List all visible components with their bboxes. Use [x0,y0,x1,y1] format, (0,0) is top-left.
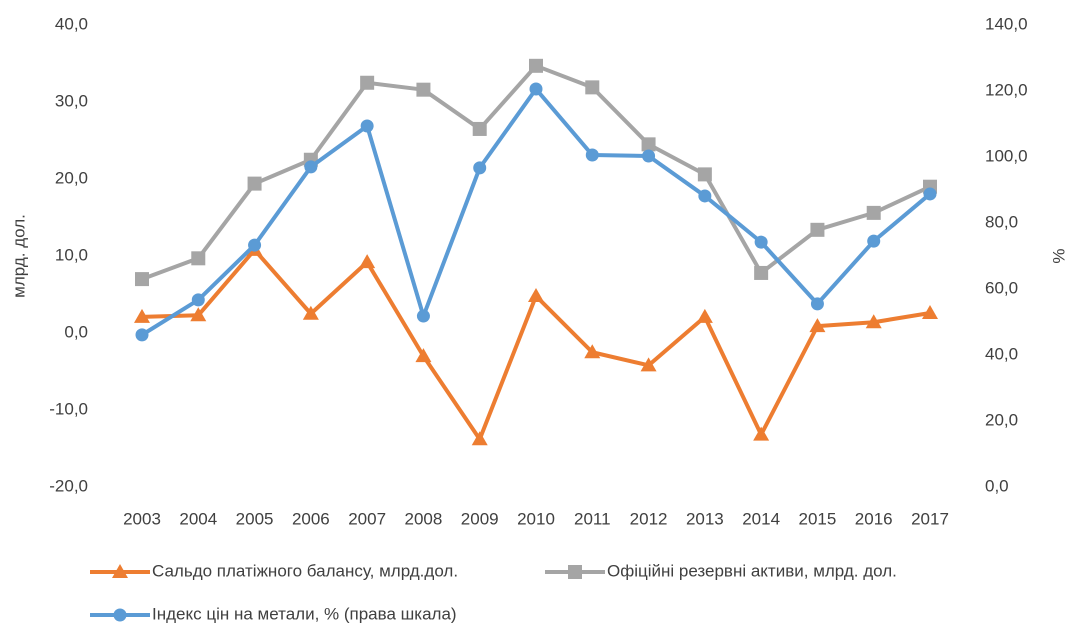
x-tick-label: 2017 [911,509,949,528]
y-tick-label: -20,0 [49,476,88,495]
marker [190,307,207,322]
marker [248,238,262,252]
y-tick-label: 30,0 [55,91,88,110]
marker [191,251,206,266]
x-tick-label: 2009 [461,509,499,528]
y-tick-label: 0,0 [64,322,88,341]
marker [810,297,824,311]
marker [191,293,205,307]
marker [640,357,657,372]
x-tick-label: 2005 [236,509,274,528]
marker [698,189,712,203]
marker [471,431,488,446]
marker [696,308,713,323]
x-tick-label: 2007 [348,509,386,528]
marker [810,222,825,237]
marker [866,205,881,220]
y2-tick-label: 80,0 [985,212,1018,231]
y2-tick-label: 0,0 [985,476,1009,495]
x-tick-label: 2013 [686,509,724,528]
marker [416,82,431,97]
y-tick-label: 20,0 [55,168,88,187]
marker [135,328,149,342]
y2-axis-label: % [1049,248,1068,263]
marker [529,58,543,73]
marker [134,308,150,323]
marker [753,426,770,441]
x-tick-label: 2011 [574,509,611,528]
marker [641,137,656,152]
marker [754,235,768,249]
y-tick-label: 10,0 [55,245,88,264]
y2-tick-label: 100,0 [985,146,1028,165]
marker [754,265,769,280]
legend-label: Сальдо платіжного балансу, млрд.дол. [152,561,458,580]
marker [809,318,826,333]
y2-tick-label: 20,0 [985,410,1018,429]
x-tick-label: 2016 [855,509,893,528]
legend-label: Офіційні резервні активи, млрд. дол. [607,561,897,580]
x-tick-label: 2012 [630,509,668,528]
x-tick-label: 2006 [292,509,330,528]
y2-tick-label: 40,0 [985,344,1018,363]
marker [923,187,937,201]
x-tick-label: 2010 [517,509,555,528]
marker [415,348,432,363]
marker [867,234,881,248]
marker [528,288,544,303]
y-axis-label: млрд. дол. [9,214,28,298]
x-tick-label: 2003 [123,509,161,528]
marker [642,149,656,163]
marker [585,80,600,95]
y-tick-label: -10,0 [49,399,88,418]
marker [922,304,938,319]
marker [247,176,262,191]
series-line [141,247,931,442]
marker [472,121,487,136]
marker [473,161,487,175]
legend-label: Індекс цін на метали, % (права шкала) [152,604,457,623]
marker [568,565,582,579]
y-tick-label: 40,0 [55,14,88,33]
marker [113,608,127,622]
marker [529,82,543,96]
marker [135,272,149,287]
marker [360,119,374,133]
x-tick-label: 2014 [742,509,780,528]
x-tick-label: 2008 [405,509,443,528]
marker [585,148,599,162]
marker [865,314,882,329]
marker [304,160,318,174]
marker [697,167,712,182]
marker [416,309,430,323]
y2-tick-label: 60,0 [985,278,1018,297]
x-tick-label: 2015 [799,509,837,528]
marker [302,305,319,320]
marker [359,254,376,269]
y2-tick-label: 140,0 [985,14,1028,33]
x-tick-label: 2004 [179,509,217,528]
marker [584,344,601,359]
y2-tick-label: 120,0 [985,80,1028,99]
marker [360,75,375,90]
marker [112,564,128,578]
